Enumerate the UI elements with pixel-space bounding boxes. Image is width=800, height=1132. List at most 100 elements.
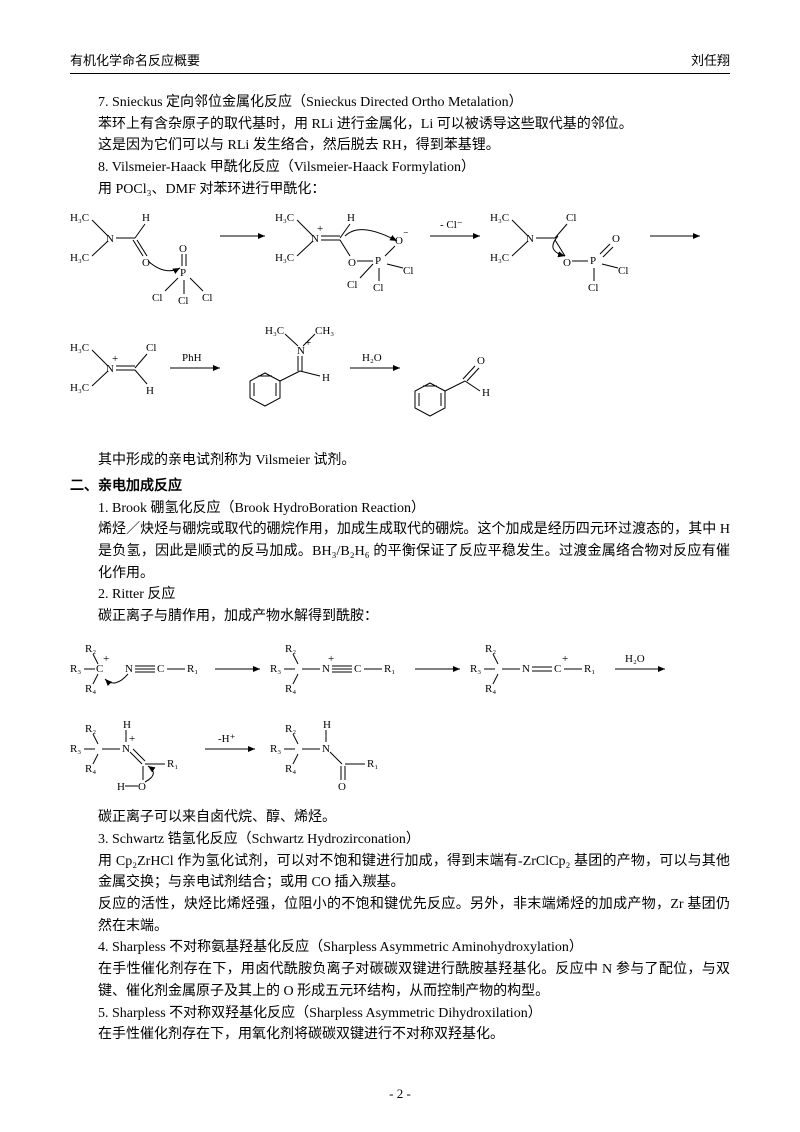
label-r2: R₂ xyxy=(285,723,296,735)
label-h3c: H₃C xyxy=(265,325,284,337)
label-r2: R₂ xyxy=(85,723,96,735)
item-7-line2: 这是因为它们可以与 RLi 发生络合，然后脱去 RH，得到苯基锂。 xyxy=(70,135,730,157)
label-r4: R₄ xyxy=(85,683,96,695)
label-h3c: H₃C xyxy=(70,212,89,224)
label-c: C xyxy=(354,663,361,675)
item-8-line2: 其中形成的亲电试剂称为 Vilsmeier 试剂。 xyxy=(70,450,730,472)
label-h: H xyxy=(123,719,131,731)
label-o: O xyxy=(612,233,620,245)
label-h3c: H₃C xyxy=(70,382,89,394)
label-cl: Cl xyxy=(152,292,162,304)
item-2-5-line1: 在手性催化剂存在下，用氧化剂将碳碳双键进行不对称双羟基化。 xyxy=(70,1024,730,1046)
label-h: H xyxy=(117,781,125,793)
label-ch3: CH₃ xyxy=(315,325,334,337)
label-h: H xyxy=(142,212,150,224)
label-r3: R₃ xyxy=(70,663,81,675)
label-plus: + xyxy=(562,653,568,665)
label-o: O xyxy=(477,355,485,367)
label-h3c: H₃C xyxy=(490,252,509,264)
item-2-2-line1: 碳正离子与腈作用，加成产物水解得到酰胺： xyxy=(70,606,730,628)
item-2-2-line2: 碳正离子可以来自卤代烷、醇、烯烃。 xyxy=(70,807,730,829)
label-o: O xyxy=(142,257,150,269)
label-h: H xyxy=(322,372,330,384)
label-cl: Cl xyxy=(566,212,576,224)
label-o: O xyxy=(179,243,187,255)
label-cl: Cl xyxy=(146,342,156,354)
item-8-line1: 用 POCl₃、DMF 对苯环进行甲酰化： xyxy=(70,179,730,201)
svg-text:⁻: ⁻ xyxy=(403,229,409,241)
page-footer: - 2 - xyxy=(0,1086,800,1102)
item-2-1-title: 1. Brook 硼氢化反应（Brook HydroBoration React… xyxy=(70,498,730,520)
header-left: 有机化学命名反应概要 xyxy=(70,50,200,69)
label-n: N xyxy=(297,345,305,357)
header-right: 刘任翔 xyxy=(691,50,730,69)
page-content: 7. Snieckus 定向邻位金属化反应（Snieckus Directed … xyxy=(70,92,730,1046)
item-2-4-line1: 在手性催化剂存在下，用卤代酰胺负离子对碳碳双键进行酰胺基羟基化。反应中 N 参与… xyxy=(70,959,730,1002)
item-2-3-line1: 用 Cp₂ZrHCl 作为氢化试剂，可以对不饱和键进行加成，得到末端有-ZrCl… xyxy=(70,851,730,894)
label-cl: Cl xyxy=(347,279,357,291)
item-7-title: 7. Snieckus 定向邻位金属化反应（Snieckus Directed … xyxy=(70,92,730,114)
label-h2o: H₂O xyxy=(362,352,382,364)
item-7-line1: 苯环上有含杂原子的取代基时，用 RLi 进行金属化，Li 可以被诱导这些取代基的… xyxy=(70,114,730,136)
label-p: P xyxy=(180,267,186,279)
page-number: - 2 - xyxy=(389,1086,411,1101)
item-8-title: 8. Vilsmeier-Haack 甲酰化反应（Vilsmeier-Haack… xyxy=(70,157,730,179)
item-2-5-title: 5. Sharpless 不对称双羟基化反应（Sharpless Asymmet… xyxy=(70,1003,730,1025)
label-plus: + xyxy=(305,337,311,349)
label-r1: R₁ xyxy=(384,663,395,675)
page-header: 有机化学命名反应概要 刘任翔 xyxy=(70,50,730,74)
label-n: N xyxy=(125,663,133,675)
label-h3c: H₃C xyxy=(275,212,294,224)
label-r2: R₂ xyxy=(85,643,96,655)
label-h3c: H₃C xyxy=(275,252,294,264)
ritter-diagram: R₂ R₃ R₄ C + N C R₁ xyxy=(70,634,730,802)
label-o: O xyxy=(138,781,146,793)
label-r2: R₂ xyxy=(285,643,296,655)
label-c: C xyxy=(157,663,164,675)
label-r4: R₄ xyxy=(285,683,296,695)
label-o: O xyxy=(563,257,571,269)
label-p: P xyxy=(375,255,381,267)
label-cl: Cl xyxy=(373,282,383,294)
label-h: H xyxy=(323,719,331,731)
label-r3: R₃ xyxy=(270,663,281,675)
label-r3: R₃ xyxy=(270,743,281,755)
label-r2: R₂ xyxy=(485,643,496,655)
label-h: H xyxy=(482,387,490,399)
label-h3c: H₃C xyxy=(70,342,89,354)
label-r1: R₁ xyxy=(367,758,378,770)
label-h3c: H₃C xyxy=(490,212,509,224)
label-c: C xyxy=(554,663,561,675)
label-n: N xyxy=(526,233,534,245)
label-o: O xyxy=(338,781,346,793)
label-n: N xyxy=(106,233,114,245)
label-h2o: H₂O xyxy=(625,653,645,665)
label-cl: Cl xyxy=(403,265,413,277)
label-plus: + xyxy=(317,223,323,235)
label-h: H xyxy=(146,385,154,397)
label-phh: PhH xyxy=(182,352,202,364)
label-cl: Cl xyxy=(178,295,188,307)
label-n: N xyxy=(322,743,330,755)
label-cl: Cl xyxy=(202,292,212,304)
label-r4: R₄ xyxy=(485,683,496,695)
label-r3: R₃ xyxy=(470,663,481,675)
label-p: P xyxy=(590,255,596,267)
label-cl: Cl xyxy=(618,265,628,277)
label-plus: + xyxy=(103,653,109,665)
label-o: O xyxy=(348,257,356,269)
label-r1: R₁ xyxy=(167,758,178,770)
label-r1: R₁ xyxy=(584,663,595,675)
section-2-title: 二、亲电加成反应 xyxy=(70,476,730,498)
item-2-1-body: 烯烃／炔烃与硼烷或取代的硼烷作用，加成生成取代的硼烷。这个加成是经历四元环过渡态… xyxy=(70,519,730,584)
label-r4: R₄ xyxy=(85,763,96,775)
label-plus: + xyxy=(112,353,118,365)
label-plus: + xyxy=(129,733,135,745)
label-r4: R₄ xyxy=(285,763,296,775)
label-r3: R₃ xyxy=(70,743,81,755)
label-minus-cl: - Cl⁻ xyxy=(440,219,463,231)
item-2-3-line2: 反应的活性，炔烃比烯烃强，位阻小的不饱和键优先反应。另外，非末端烯烃的加成产物，… xyxy=(70,894,730,937)
label-plus: + xyxy=(328,653,334,665)
label-minus-h: -H⁺ xyxy=(218,733,236,745)
label-h: H xyxy=(347,212,355,224)
